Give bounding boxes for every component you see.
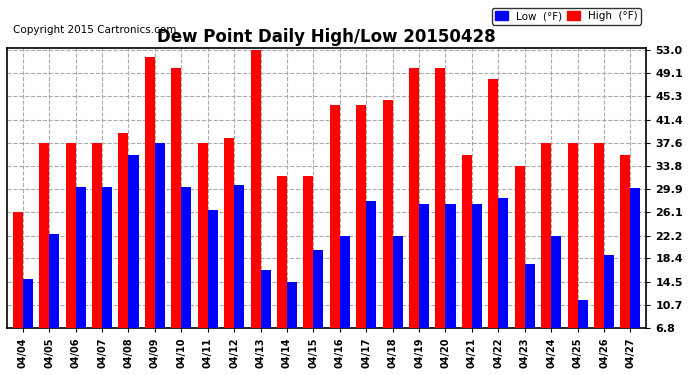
Bar <box>12 212 23 328</box>
Bar <box>541 142 551 328</box>
Bar <box>304 176 313 328</box>
Bar <box>419 204 429 328</box>
Bar <box>313 250 324 328</box>
Legend: Low  (°F), High  (°F): Low (°F), High (°F) <box>492 8 641 24</box>
Bar <box>155 142 165 328</box>
Bar <box>261 270 270 328</box>
Bar <box>76 187 86 328</box>
Text: Copyright 2015 Cartronics.com: Copyright 2015 Cartronics.com <box>13 26 177 36</box>
Bar <box>604 255 614 328</box>
Bar <box>472 204 482 328</box>
Title: Dew Point Daily High/Low 20150428: Dew Point Daily High/Low 20150428 <box>157 28 496 46</box>
Bar <box>446 204 455 328</box>
Bar <box>620 155 631 328</box>
Bar <box>287 282 297 328</box>
Bar <box>383 100 393 328</box>
Bar <box>49 234 59 328</box>
Bar <box>102 187 112 328</box>
Bar <box>551 236 561 328</box>
Bar <box>92 142 102 328</box>
Bar <box>277 176 287 328</box>
Bar <box>198 142 208 328</box>
Bar <box>435 68 446 328</box>
Bar <box>393 236 403 328</box>
Bar <box>515 165 525 328</box>
Bar <box>578 300 588 328</box>
Bar <box>23 279 33 328</box>
Bar <box>250 50 261 328</box>
Bar <box>366 201 376 328</box>
Bar <box>128 155 139 328</box>
Bar <box>489 79 498 328</box>
Bar <box>66 142 76 328</box>
Bar <box>356 105 366 328</box>
Bar <box>409 68 419 328</box>
Bar <box>339 236 350 328</box>
Bar <box>145 57 155 328</box>
Bar <box>462 155 472 328</box>
Bar <box>39 142 49 328</box>
Bar <box>224 138 234 328</box>
Bar <box>525 264 535 328</box>
Bar <box>208 210 218 328</box>
Bar <box>181 187 191 328</box>
Bar <box>119 133 128 328</box>
Bar <box>594 142 604 328</box>
Bar <box>568 142 578 328</box>
Bar <box>498 198 509 328</box>
Bar <box>234 186 244 328</box>
Bar <box>631 189 640 328</box>
Bar <box>330 105 339 328</box>
Bar <box>171 68 181 328</box>
